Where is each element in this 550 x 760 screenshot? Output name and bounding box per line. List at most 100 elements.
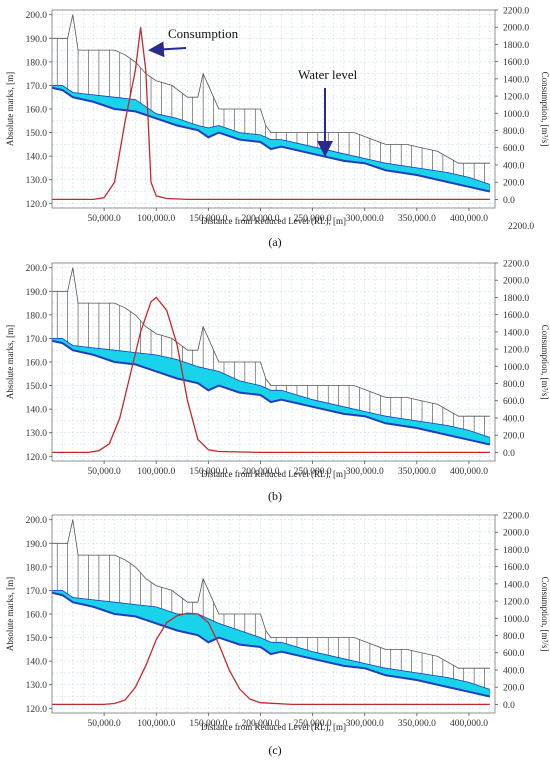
x-tick-label: 250,000.0 (294, 719, 332, 729)
y-tick-label: 120.0 (26, 705, 48, 715)
x-tick-label: 150,000.0 (189, 719, 227, 729)
y2-tick-label: 1600.0 (503, 311, 529, 321)
consumption-line (52, 612, 490, 706)
water-level-line (52, 590, 490, 690)
x-tick-label: 100,000.0 (137, 719, 175, 729)
y2-tick-label: 1800.0 (503, 294, 529, 304)
water-level-line (52, 337, 490, 438)
y2-tick-label: 2000.0 (503, 529, 529, 539)
x-tick-label: 300,000.0 (346, 214, 384, 224)
y2-tick-label: 200.0 (503, 684, 525, 694)
annotation-consumption: Consumption (168, 26, 239, 41)
y2-tick-label: 2000.0 (503, 277, 529, 287)
y-tick-label: 180.0 (26, 58, 48, 68)
y2-tick-label: 1600.0 (503, 58, 529, 68)
y-tick-label: 170.0 (26, 335, 48, 345)
x-tick-label: 350,000.0 (398, 214, 436, 224)
x-tick-label: 150,000.0 (189, 467, 227, 477)
cross-sections (56, 38, 485, 183)
y2-tick-label: 1000.0 (503, 363, 529, 373)
y2-tick-label: 2000.0 (503, 24, 529, 34)
consumption-line (52, 296, 490, 454)
x-tick-label: 250,000.0 (294, 467, 332, 477)
x-axis-title: Distance from Reduced Level (RL), [m] (201, 216, 346, 226)
y-tick-label: 180.0 (26, 563, 48, 573)
consumption-line (52, 27, 490, 201)
x-tick-label: 50,000.0 (87, 719, 121, 729)
x-tick-label: 150,000.0 (189, 214, 227, 224)
y-tick-label: 160.0 (26, 611, 48, 621)
x-tick-label: 250,000.0 (294, 214, 332, 224)
x-tick-label: 200,000.0 (241, 214, 279, 224)
x-tick-label: 400,000.0 (450, 467, 488, 477)
y2-tick-label: 800.0 (503, 632, 525, 642)
annotation-consumption-arrow (148, 41, 187, 58)
x-tick-label: 200,000.0 (241, 467, 279, 477)
y2-tick-label: 400.0 (503, 414, 525, 424)
y-tick-label: 170.0 (26, 82, 48, 92)
y-tick-label: 130.0 (26, 681, 48, 691)
y-axis-title: Absolute marks, [m] (5, 577, 15, 651)
y2-tick-label: 200.0 (503, 179, 525, 189)
y-tick-label: 190.0 (26, 35, 48, 45)
y-tick-label: 150.0 (26, 129, 48, 139)
extra-y2-label: 2200.0 (508, 222, 534, 232)
bank-line (52, 14, 490, 164)
y2-axis-title: Consumption, [m³/s] (540, 325, 550, 400)
y-tick-label: 190.0 (26, 288, 48, 298)
y2-tick-label: 1200.0 (503, 598, 529, 608)
x-tick-label: 50,000.0 (87, 467, 121, 477)
y-tick-label: 140.0 (26, 658, 48, 668)
y-tick-label: 170.0 (26, 587, 48, 597)
bed-line (51, 591, 491, 698)
y-axis-title: Absolute marks, [m] (5, 72, 15, 146)
y2-tick-label: 600.0 (503, 649, 525, 659)
panel-caption: (a) (268, 235, 281, 249)
x-axis-title: Distance from Reduced Level (RL), [m] (201, 722, 346, 732)
y-tick-label: 150.0 (26, 634, 48, 644)
y2-tick-label: 0.0 (503, 449, 515, 459)
bank-line (52, 267, 490, 417)
y2-tick-label: 1600.0 (503, 563, 529, 573)
y2-tick-label: 800.0 (503, 127, 525, 137)
grid (51, 263, 495, 461)
y2-tick-label: 600.0 (503, 144, 525, 154)
panel-caption: (b) (268, 489, 282, 503)
y2-tick-label: 1400.0 (503, 580, 529, 590)
y-tick-label: 130.0 (26, 429, 48, 439)
y2-tick-label: 400.0 (503, 161, 525, 171)
y-tick-label: 150.0 (26, 382, 48, 392)
x-tick-label: 50,000.0 (87, 214, 121, 224)
y-tick-label: 120.0 (26, 453, 48, 463)
x-tick-label: 100,000.0 (137, 214, 175, 224)
y2-tick-label: 1400.0 (503, 75, 529, 85)
x-tick-label: 400,000.0 (450, 214, 488, 224)
x-tick-label: 200,000.0 (241, 719, 279, 729)
y2-tick-label: 1000.0 (503, 615, 529, 625)
y-axis-title: Absolute marks, [m] (5, 325, 15, 399)
y2-tick-label: 1400.0 (503, 328, 529, 338)
y2-tick-label: 0.0 (503, 196, 515, 206)
y-tick-label: 140.0 (26, 153, 48, 163)
x-axis-title: Distance from Reduced Level (RL), [m] (201, 469, 346, 479)
y2-tick-label: 0.0 (503, 701, 515, 711)
y-tick-label: 160.0 (26, 359, 48, 369)
y-tick-label: 160.0 (26, 106, 48, 116)
y-tick-label: 200.0 (26, 11, 48, 21)
y2-tick-label: 1800.0 (503, 546, 529, 556)
y-tick-label: 120.0 (26, 200, 48, 210)
x-tick-label: 400,000.0 (450, 719, 488, 729)
x-tick-label: 100,000.0 (137, 467, 175, 477)
y2-tick-label: 800.0 (503, 380, 525, 390)
cross-sections (56, 543, 485, 688)
bank-line (52, 519, 490, 669)
y2-tick-label: 1200.0 (503, 346, 529, 356)
x-tick-label: 300,000.0 (346, 719, 384, 729)
y-tick-label: 130.0 (26, 176, 48, 186)
chart-panel-b: 120.0 130.0 140.0 150.0 160.0 170.0 180.0 190.0… (5, 260, 550, 504)
x-tick-label: 300,000.0 (346, 467, 384, 477)
y-tick-label: 200.0 (26, 264, 48, 274)
x-tick-label: 350,000.0 (398, 719, 436, 729)
grid (51, 515, 495, 713)
y2-tick-label: 200.0 (503, 432, 525, 442)
